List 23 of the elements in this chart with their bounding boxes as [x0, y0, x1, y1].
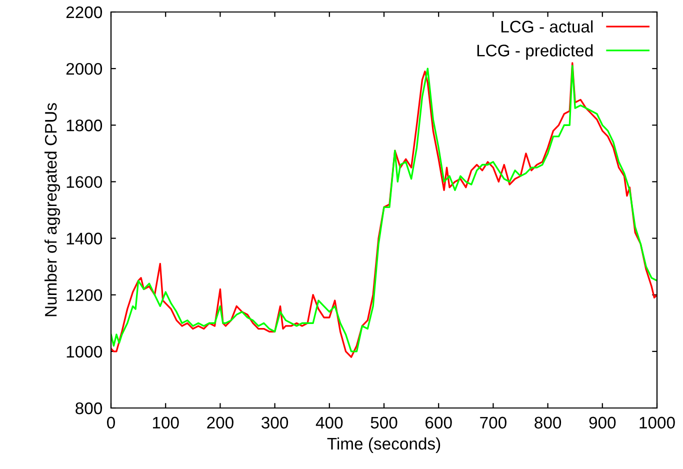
x-tick-label: 200	[207, 416, 234, 429]
legend-label: LCG - actual	[501, 20, 593, 33]
y-tick-label: 2000	[66, 62, 102, 75]
x-tick-label: 400	[316, 416, 343, 429]
y-tick-label: 800	[76, 402, 102, 414]
x-tick-label: 600	[426, 416, 452, 429]
y-tick-label: 1800	[66, 120, 102, 132]
y-tick-label: 1600	[66, 176, 102, 188]
x-tick-label: 100	[152, 416, 179, 429]
x-tick-label: 900	[589, 416, 616, 429]
y-tick-label: 1000	[66, 346, 102, 358]
legend-label: LCG - predicted	[477, 44, 593, 60]
x-tick-label: 700	[480, 416, 506, 429]
x-tick-label: 300	[262, 416, 288, 429]
x-tick-label: 800	[534, 416, 562, 429]
x-tick-label: 0	[107, 416, 115, 429]
y-axis-title: Number of aggregated CPUs	[44, 103, 60, 316]
y-tick-label: 2200	[66, 6, 102, 18]
x-tick-label: 1000	[640, 416, 675, 429]
x-axis-title: Time (seconds)	[327, 437, 440, 453]
y-tick-label: 1200	[66, 289, 102, 302]
y-tick-label: 1400	[66, 232, 102, 244]
x-tick-label: 500	[370, 416, 398, 429]
